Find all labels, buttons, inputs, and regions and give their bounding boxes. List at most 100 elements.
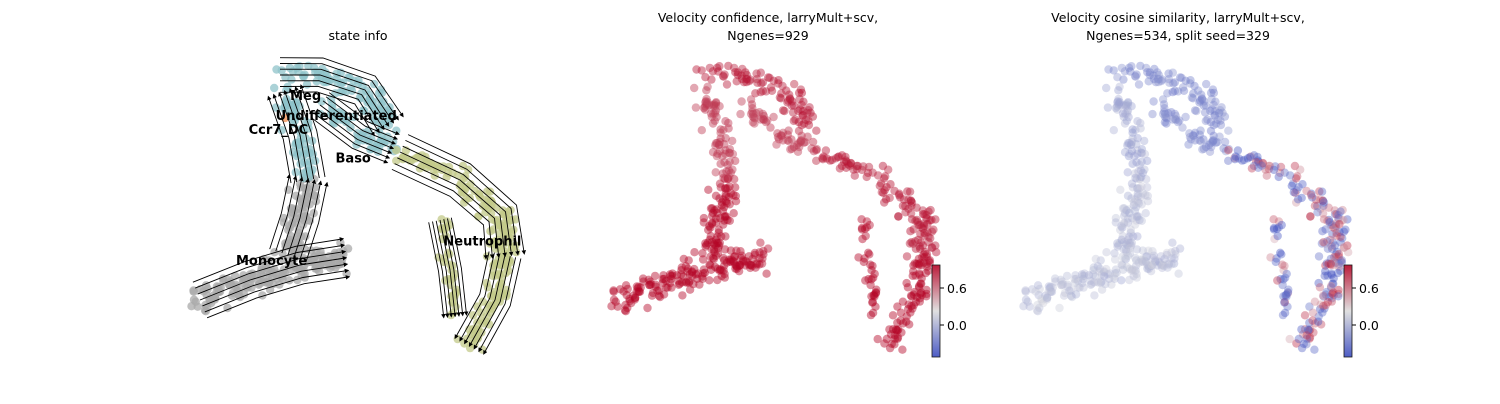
cell-point [487, 198, 497, 207]
cell-point [799, 138, 809, 147]
cell-point [699, 213, 709, 223]
cell-point [717, 232, 726, 241]
cell-point [1308, 316, 1317, 325]
cell-point [924, 232, 933, 241]
cell-point [457, 188, 466, 197]
cell-point [1317, 187, 1327, 196]
cell-point [1200, 108, 1210, 117]
cell-point [731, 260, 740, 269]
cell-point [1123, 98, 1133, 107]
cell-point [809, 147, 819, 156]
cell-point [1319, 238, 1328, 247]
cell-point [1328, 258, 1337, 267]
cell-point [1213, 115, 1223, 125]
cell-points-cosine [1019, 61, 1353, 354]
cell-point [620, 306, 630, 315]
cell-point [679, 254, 688, 264]
cell-point [632, 282, 642, 291]
cell-point [919, 221, 929, 230]
cell-point [1326, 281, 1336, 291]
cell-point [1162, 248, 1172, 258]
cell-point [483, 283, 493, 292]
cell-point [1282, 292, 1291, 301]
cell-point [717, 271, 726, 281]
cell-point [1131, 125, 1140, 135]
cell-point [684, 256, 693, 265]
cell-point [706, 252, 715, 261]
cell-point [1116, 185, 1125, 194]
cell-point [757, 79, 766, 88]
cell-point [1329, 223, 1338, 232]
cell-point [1073, 276, 1083, 285]
cell-point [1209, 136, 1218, 145]
cell-point [905, 320, 914, 329]
cell-point [784, 96, 793, 105]
cell-point [707, 245, 716, 254]
cell-point [1292, 186, 1301, 195]
cell-point [711, 98, 721, 107]
cell-point [1181, 112, 1190, 122]
cell-point [706, 261, 715, 270]
cell-point [1115, 98, 1125, 107]
cell-point [893, 333, 903, 342]
cell-point [927, 243, 936, 252]
cell-point [864, 162, 874, 172]
cell-point [1318, 196, 1328, 205]
cell-point [1075, 283, 1084, 292]
cell-point [1122, 247, 1131, 257]
cell-point [707, 237, 717, 247]
cell-point [1021, 287, 1030, 296]
cell-point [486, 308, 495, 317]
cell-point [1120, 219, 1129, 229]
cell-point [1136, 192, 1146, 202]
cell-point [908, 304, 917, 313]
cell-point [732, 246, 741, 255]
cell-point [751, 89, 760, 98]
cell-point [681, 277, 691, 286]
cell-point [702, 86, 711, 95]
cell-point [1179, 86, 1189, 96]
cell-point [1077, 270, 1087, 279]
colorbar-cosine: 0.6 0.0 [1343, 264, 1379, 358]
cell-point [663, 283, 672, 292]
cell-point [920, 210, 929, 219]
cell-point [1196, 96, 1205, 105]
cell-point [713, 238, 723, 248]
cell-point [717, 201, 726, 210]
cell-point [923, 220, 932, 229]
cell-point [711, 241, 720, 250]
cell-point [787, 144, 797, 153]
cell-point [1287, 181, 1297, 190]
cell-point [837, 161, 847, 171]
cell-point [733, 70, 742, 80]
cell-point [690, 248, 699, 257]
cell-point [731, 197, 741, 206]
cell-point [685, 277, 694, 286]
cell-point [1308, 193, 1317, 202]
cell-point [708, 67, 718, 76]
cell-point [753, 78, 762, 88]
cell-point [898, 297, 908, 306]
cell-point [704, 101, 714, 110]
cell-point [1338, 234, 1347, 243]
cell-point [878, 161, 888, 171]
cell-point [738, 64, 747, 74]
cell-point [713, 244, 723, 253]
cell-point [747, 261, 757, 271]
cell-point [796, 137, 805, 147]
cell-point [1063, 282, 1072, 291]
cell-point [1254, 163, 1263, 172]
cell-point [790, 79, 799, 89]
cell-point [1073, 283, 1083, 292]
cell-point [864, 248, 873, 257]
cell-point [1206, 126, 1216, 136]
cell-point [1329, 279, 1338, 288]
cell-point [733, 68, 743, 77]
cell-point [714, 140, 724, 150]
cell-point [1246, 152, 1255, 161]
cell-point [1340, 243, 1349, 252]
cell-point [744, 252, 754, 261]
cell-point [698, 249, 707, 258]
cell-point [689, 279, 698, 289]
cell-point [1134, 212, 1143, 221]
